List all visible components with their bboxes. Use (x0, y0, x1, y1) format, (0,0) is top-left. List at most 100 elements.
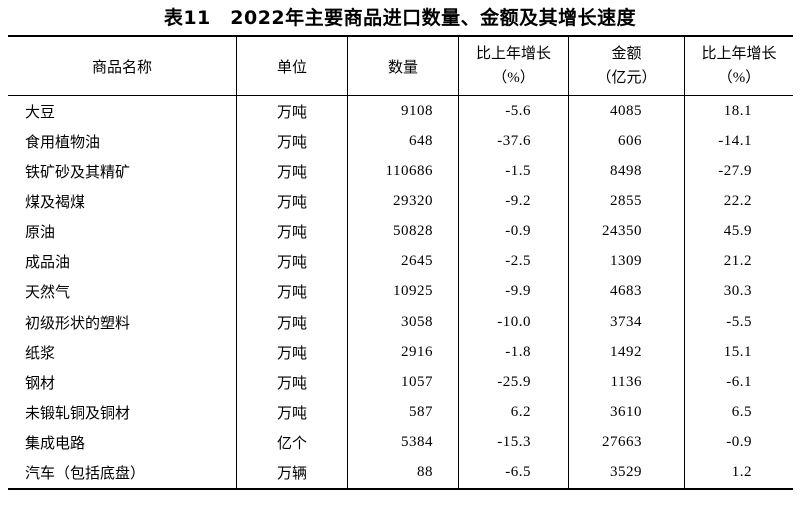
table-header-row: 商品名称 单位 数量 比上年增长 （%） 金额 （亿元） 比上年增长 （%） (8, 37, 793, 96)
cell-commodity-name: 大豆 (25, 104, 56, 121)
table-row: 初级形状的塑料 万吨 3058 -10.0 3734 -5.5 (8, 306, 793, 338)
cell-amount-growth: -0.9 (684, 427, 793, 458)
header-unit: 单位 (236, 37, 347, 95)
cell-quantity: 648 (347, 126, 458, 157)
cell-commodity-name: 食用植物油 (25, 134, 101, 151)
table-row: 钢材 万吨 1057 -25.9 1136 -6.1 (8, 367, 793, 398)
cell-quantity-growth: -6.5 (458, 457, 568, 488)
header-quantity-growth-line1: 比上年增长 (475, 46, 551, 62)
cell-unit: 万吨 (236, 186, 347, 217)
cell-amount: 27663 (568, 427, 684, 458)
cell-quantity-growth: -1.5 (458, 156, 568, 187)
cell-unit: 万吨 (236, 276, 347, 307)
cell-quantity-growth: -10.0 (458, 306, 568, 338)
cell-unit: 万吨 (236, 306, 347, 338)
cell-amount: 3734 (568, 306, 684, 338)
cell-amount: 1492 (568, 337, 684, 368)
cell-amount-growth: -6.1 (684, 367, 793, 398)
cell-quantity-growth: -0.9 (458, 216, 568, 247)
header-quantity-growth: 比上年增长 （%） (458, 37, 568, 95)
header-amount-growth: 比上年增长 （%） (684, 37, 793, 95)
cell-unit: 万吨 (236, 337, 347, 368)
cell-commodity-name: 汽车（包括底盘） (25, 466, 146, 483)
cell-quantity: 1057 (347, 367, 458, 398)
cell-unit: 亿个 (236, 427, 347, 458)
cell-amount: 1309 (568, 246, 684, 277)
cell-amount-growth: 30.3 (684, 276, 793, 307)
header-amount-growth-line1: 比上年增长 (701, 46, 777, 62)
cell-amount-growth: 21.2 (684, 246, 793, 277)
cell-commodity-name: 天然气 (25, 285, 71, 302)
cell-amount: 3529 (568, 457, 684, 488)
cell-quantity-growth: -9.9 (458, 276, 568, 307)
table-row: 未锻轧铜及铜材 万吨 587 6.2 3610 6.5 (8, 397, 793, 428)
cell-commodity-name: 成品油 (25, 255, 71, 272)
cell-commodity-name: 未锻轧铜及铜材 (25, 405, 131, 422)
cell-unit: 万吨 (236, 126, 347, 157)
cell-quantity-growth: -5.6 (458, 96, 568, 127)
cell-quantity-growth: -2.5 (458, 246, 568, 277)
table-row: 铁矿砂及其精矿 万吨 110686 -1.5 8498 -27.9 (8, 156, 793, 187)
cell-commodity-name: 原油 (25, 225, 56, 242)
cell-quantity: 3058 (347, 306, 458, 338)
cell-quantity-growth: -15.3 (458, 427, 568, 458)
cell-commodity-name: 煤及褐煤 (25, 194, 86, 211)
cell-amount: 1136 (568, 367, 684, 398)
table-row: 天然气 万吨 10925 -9.9 4683 30.3 (8, 276, 793, 307)
cell-amount-growth: -14.1 (684, 126, 793, 157)
table-title: 表11 2022年主要商品进口数量、金额及其增长速度 (163, 7, 637, 29)
cell-quantity-growth: -25.9 (458, 367, 568, 398)
table-row: 汽车（包括底盘） 万辆 88 -6.5 3529 1.2 (8, 457, 793, 488)
imports-table: 商品名称 单位 数量 比上年增长 （%） 金额 （亿元） 比上年增长 （%） 大… (8, 35, 793, 490)
cell-commodity-name: 铁矿砂及其精矿 (25, 164, 131, 181)
table-row: 成品油 万吨 2645 -2.5 1309 21.2 (8, 246, 793, 277)
cell-amount-growth: 15.1 (684, 337, 793, 368)
cell-unit: 万吨 (236, 397, 347, 428)
cell-unit: 万吨 (236, 246, 347, 277)
cell-quantity: 110686 (347, 156, 458, 187)
cell-quantity: 2916 (347, 337, 458, 368)
table-row: 煤及褐煤 万吨 29320 -9.2 2855 22.2 (8, 186, 793, 217)
cell-quantity: 587 (347, 397, 458, 428)
cell-quantity: 88 (347, 457, 458, 488)
table-row: 食用植物油 万吨 648 -37.6 606 -14.1 (8, 126, 793, 157)
cell-commodity-name: 钢材 (25, 375, 56, 392)
cell-amount-growth: 22.2 (684, 186, 793, 217)
cell-commodity-name: 集成电路 (25, 436, 86, 453)
cell-commodity-name: 纸浆 (25, 345, 56, 362)
cell-quantity: 9108 (347, 96, 458, 127)
cell-quantity: 2645 (347, 246, 458, 277)
header-amount-line2: （亿元） (596, 70, 657, 86)
table-row: 大豆 万吨 9108 -5.6 4085 18.1 (8, 96, 793, 127)
cell-amount: 24350 (568, 216, 684, 247)
header-commodity-name: 商品名称 (91, 59, 152, 76)
table-row: 集成电路 亿个 5384 -15.3 27663 -0.9 (8, 427, 793, 458)
cell-quantity-growth: 6.2 (458, 397, 568, 428)
cell-quantity: 10925 (347, 276, 458, 307)
cell-amount: 606 (568, 126, 684, 157)
cell-amount: 8498 (568, 156, 684, 187)
header-amount-growth-line2: （%） (717, 70, 761, 86)
cell-amount-growth: 6.5 (684, 397, 793, 428)
cell-amount: 2855 (568, 186, 684, 217)
cell-quantity-growth: -37.6 (458, 126, 568, 157)
cell-quantity: 50828 (347, 216, 458, 247)
cell-unit: 万辆 (236, 457, 347, 488)
cell-amount-growth: -27.9 (684, 156, 793, 187)
cell-unit: 万吨 (236, 216, 347, 247)
cell-commodity-name: 初级形状的塑料 (25, 315, 131, 332)
cell-amount-growth: 1.2 (684, 457, 793, 488)
cell-quantity-growth: -9.2 (458, 186, 568, 217)
cell-quantity-growth: -1.8 (458, 337, 568, 368)
cell-unit: 万吨 (236, 367, 347, 398)
cell-quantity: 5384 (347, 427, 458, 458)
table-body: 大豆 万吨 9108 -5.6 4085 18.1 食用植物油 万吨 648 -… (8, 96, 793, 488)
header-amount: 金额 （亿元） (568, 37, 684, 95)
cell-amount: 4683 (568, 276, 684, 307)
cell-unit: 万吨 (236, 156, 347, 187)
table-row: 纸浆 万吨 2916 -1.8 1492 15.1 (8, 337, 793, 368)
cell-unit: 万吨 (236, 96, 347, 127)
header-quantity: 数量 (347, 37, 458, 95)
cell-amount-growth: 18.1 (684, 96, 793, 127)
